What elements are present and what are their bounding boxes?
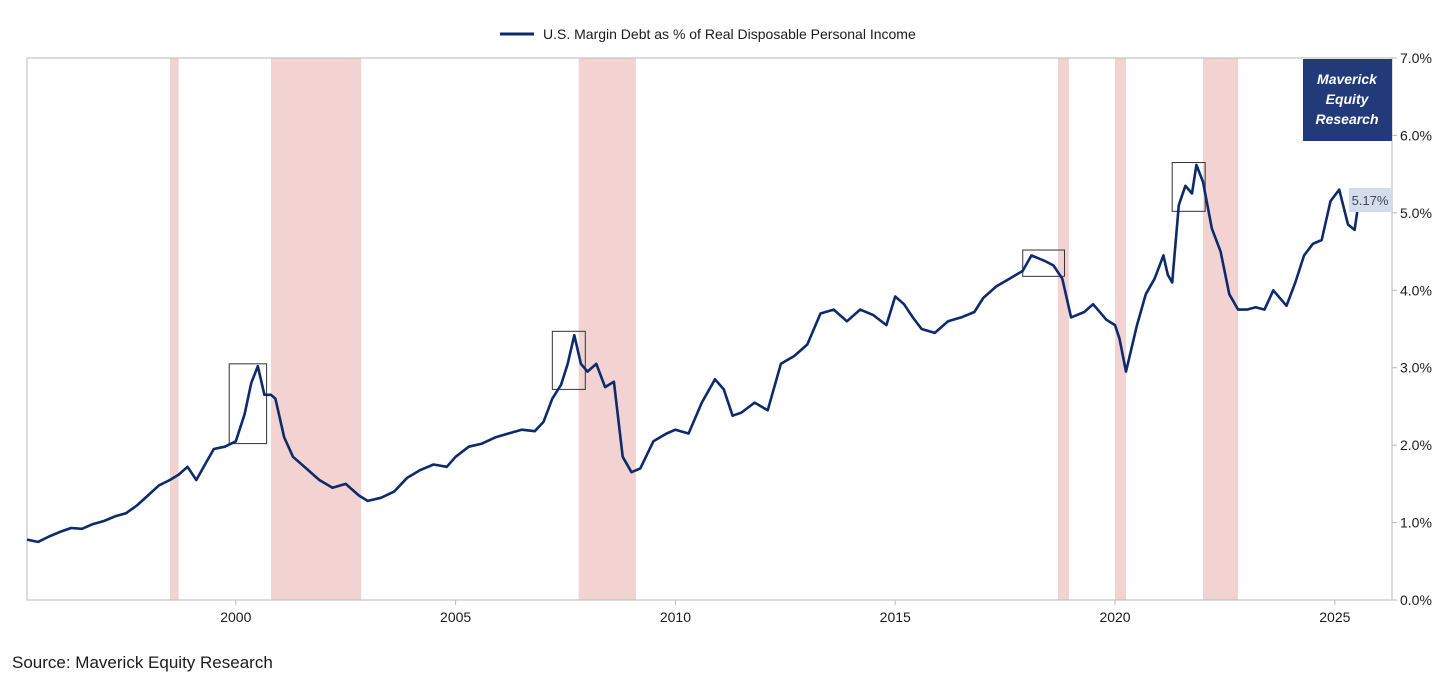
x-tick-label: 2005 bbox=[440, 609, 471, 625]
y-tick-label: 4.0% bbox=[1400, 282, 1432, 298]
last-value-label-text: 5.17% bbox=[1352, 193, 1389, 208]
recession-band bbox=[1202, 58, 1239, 600]
legend-label: U.S. Margin Debt as % of Real Disposable… bbox=[543, 26, 916, 42]
y-tick-label: 6.0% bbox=[1400, 127, 1432, 143]
source-note: Source: Maverick Equity Research bbox=[12, 653, 273, 672]
x-tick-label: 2015 bbox=[880, 609, 911, 625]
x-tick-label: 2000 bbox=[220, 609, 251, 625]
recession-bands bbox=[169, 58, 1239, 600]
recession-band bbox=[578, 58, 636, 600]
last-value-label: 5.17% bbox=[1349, 188, 1392, 212]
peak-highlight-box bbox=[1171, 162, 1206, 212]
recession-band bbox=[1115, 58, 1127, 600]
y-tick-label: 5.0% bbox=[1400, 205, 1432, 221]
brand-badge-line2: Equity bbox=[1326, 91, 1370, 107]
peak-highlight-box bbox=[228, 363, 268, 445]
y-tick-label: 3.0% bbox=[1400, 360, 1432, 376]
y-tick-label: 0.0% bbox=[1400, 592, 1432, 608]
x-tick-label: 2010 bbox=[660, 609, 691, 625]
brand-badge-line1: Maverick bbox=[1317, 71, 1378, 87]
legend: U.S. Margin Debt as % of Real Disposable… bbox=[500, 26, 916, 42]
brand-badge-background bbox=[1303, 59, 1392, 141]
recession-band bbox=[270, 58, 362, 600]
x-axis-ticks: 2000 2005 2010 2015 2020 2025 bbox=[220, 600, 1351, 625]
brand-badge: Maverick Equity Research bbox=[1303, 59, 1392, 141]
x-tick-label: 2025 bbox=[1319, 609, 1350, 625]
y-tick-label: 1.0% bbox=[1400, 515, 1432, 531]
series-line-margin-debt bbox=[26, 163, 1361, 544]
y-axis-ticks: 0.0% 1.0% 2.0% 3.0% 4.0% 5.0% 6.0% 7.0% bbox=[1392, 50, 1432, 608]
peak-highlight-box bbox=[551, 330, 586, 390]
recession-band bbox=[169, 58, 179, 600]
recession-band bbox=[1057, 58, 1069, 600]
brand-badge-line3: Research bbox=[1315, 111, 1378, 127]
peak-highlight-box bbox=[1022, 249, 1065, 277]
last-value-label-background bbox=[1349, 188, 1392, 212]
chart-axes bbox=[26, 57, 1393, 601]
y-tick-label: 2.0% bbox=[1400, 437, 1432, 453]
y-tick-label: 7.0% bbox=[1400, 50, 1432, 66]
x-tick-label: 2020 bbox=[1099, 609, 1130, 625]
